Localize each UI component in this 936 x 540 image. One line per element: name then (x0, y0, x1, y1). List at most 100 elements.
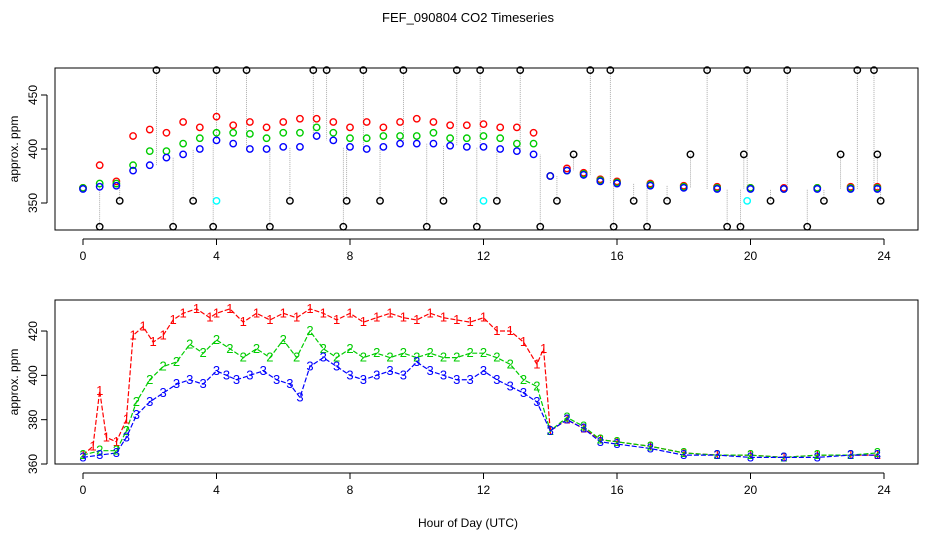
data-point (512, 139, 521, 148)
data-point (179, 139, 188, 148)
series-marker: 3 (233, 372, 240, 387)
data-point (606, 66, 615, 75)
data-point (429, 139, 438, 148)
series-marker: 3 (493, 372, 500, 387)
x-tick-label: 4 (213, 483, 220, 497)
data-point (396, 118, 404, 126)
series-marker: 1 (253, 305, 260, 320)
figure-title: FEF_090804 CO2 Timeseries (382, 10, 554, 25)
x-tick-label: 4 (213, 249, 220, 263)
y-tick-label: 350 (26, 193, 40, 213)
data-point (452, 66, 461, 75)
x-axis-label: Hour of Day (UTC) (418, 516, 518, 530)
data-point (362, 145, 371, 153)
data-point (586, 66, 595, 75)
data-point (813, 185, 822, 193)
data-point (462, 142, 471, 151)
data-point (396, 139, 404, 148)
series-marker: 2 (213, 332, 220, 347)
series-marker: 3 (273, 372, 280, 387)
x-tick-label: 24 (877, 483, 891, 497)
series-marker: 3 (113, 445, 120, 460)
series-marker: 3 (159, 385, 166, 400)
data-point (873, 185, 882, 193)
series-marker: 2 (133, 394, 140, 409)
series-marker: 1 (493, 323, 500, 338)
series-marker: 3 (507, 378, 514, 393)
data-point (836, 150, 845, 159)
series-marker: 2 (240, 350, 247, 365)
data-point (846, 185, 855, 193)
data-point (873, 150, 882, 159)
series-marker: 3 (260, 363, 267, 378)
series-marker: 3 (440, 367, 447, 382)
series-marker: 1 (453, 312, 460, 327)
series-marker: 1 (360, 314, 367, 329)
data-point (145, 125, 154, 134)
top-plot-frame (54, 67, 919, 231)
series-marker: 1 (373, 310, 380, 325)
series-marker: 3 (647, 440, 654, 455)
data-point (663, 196, 671, 205)
data-point (563, 166, 571, 175)
series-marker: 1 (563, 412, 570, 427)
series-marker: 2 (580, 418, 587, 433)
data-point (679, 183, 688, 192)
data-point (245, 118, 254, 126)
data-point (129, 132, 137, 140)
series-marker: 3 (386, 363, 393, 378)
series-marker: 3 (346, 367, 353, 382)
series-marker: 1 (597, 432, 604, 447)
data-point (286, 196, 294, 205)
series-marker: 2 (440, 350, 447, 365)
series-marker: 1 (333, 312, 340, 327)
data-point (279, 128, 288, 137)
series-marker: 1 (533, 356, 540, 371)
series-marker: 1 (123, 412, 130, 427)
series-marker: 2 (453, 350, 460, 365)
series-marker: 3 (286, 376, 293, 391)
series-marker: 1 (193, 301, 200, 316)
data-point (359, 66, 368, 75)
data-point (95, 222, 104, 231)
data-point (329, 118, 338, 126)
series-marker: 3 (79, 449, 86, 464)
data-point (492, 196, 501, 205)
top-data-points (79, 66, 885, 231)
series-marker: 3 (480, 363, 487, 378)
data-point (412, 114, 421, 123)
series-marker: 3 (146, 394, 153, 409)
bottom-y-axis-label: approx. ppm (7, 349, 21, 416)
series-marker: 1 (547, 423, 554, 438)
series-marker: 3 (426, 363, 433, 378)
series-marker: 2 (96, 443, 103, 458)
data-point (876, 196, 885, 205)
series-marker: 2 (146, 372, 153, 387)
series-marker: 1 (714, 447, 721, 462)
series-marker: 1 (440, 310, 447, 325)
data-point (296, 114, 304, 123)
series-marker: 3 (874, 447, 881, 462)
series-marker: 2 (597, 432, 604, 447)
data-point (743, 66, 752, 75)
data-point (95, 182, 104, 191)
x-tick-label: 16 (610, 483, 624, 497)
series-marker: 1 (320, 305, 327, 320)
series-marker: 2 (113, 443, 120, 458)
data-point (179, 150, 188, 159)
data-point (195, 145, 204, 153)
bottom-plot-frame (54, 299, 919, 465)
series-marker: 3 (520, 385, 527, 400)
data-point (329, 136, 338, 145)
series-marker: 1 (507, 323, 514, 338)
series-marker: 1 (520, 334, 527, 349)
data-point (312, 123, 321, 132)
data-point (329, 128, 338, 137)
data-point (245, 129, 254, 138)
series-marker: 1 (129, 327, 136, 342)
top-y-axis-label: approx. ppm (7, 116, 21, 183)
data-point (265, 222, 274, 231)
series-marker: 2 (306, 323, 313, 338)
